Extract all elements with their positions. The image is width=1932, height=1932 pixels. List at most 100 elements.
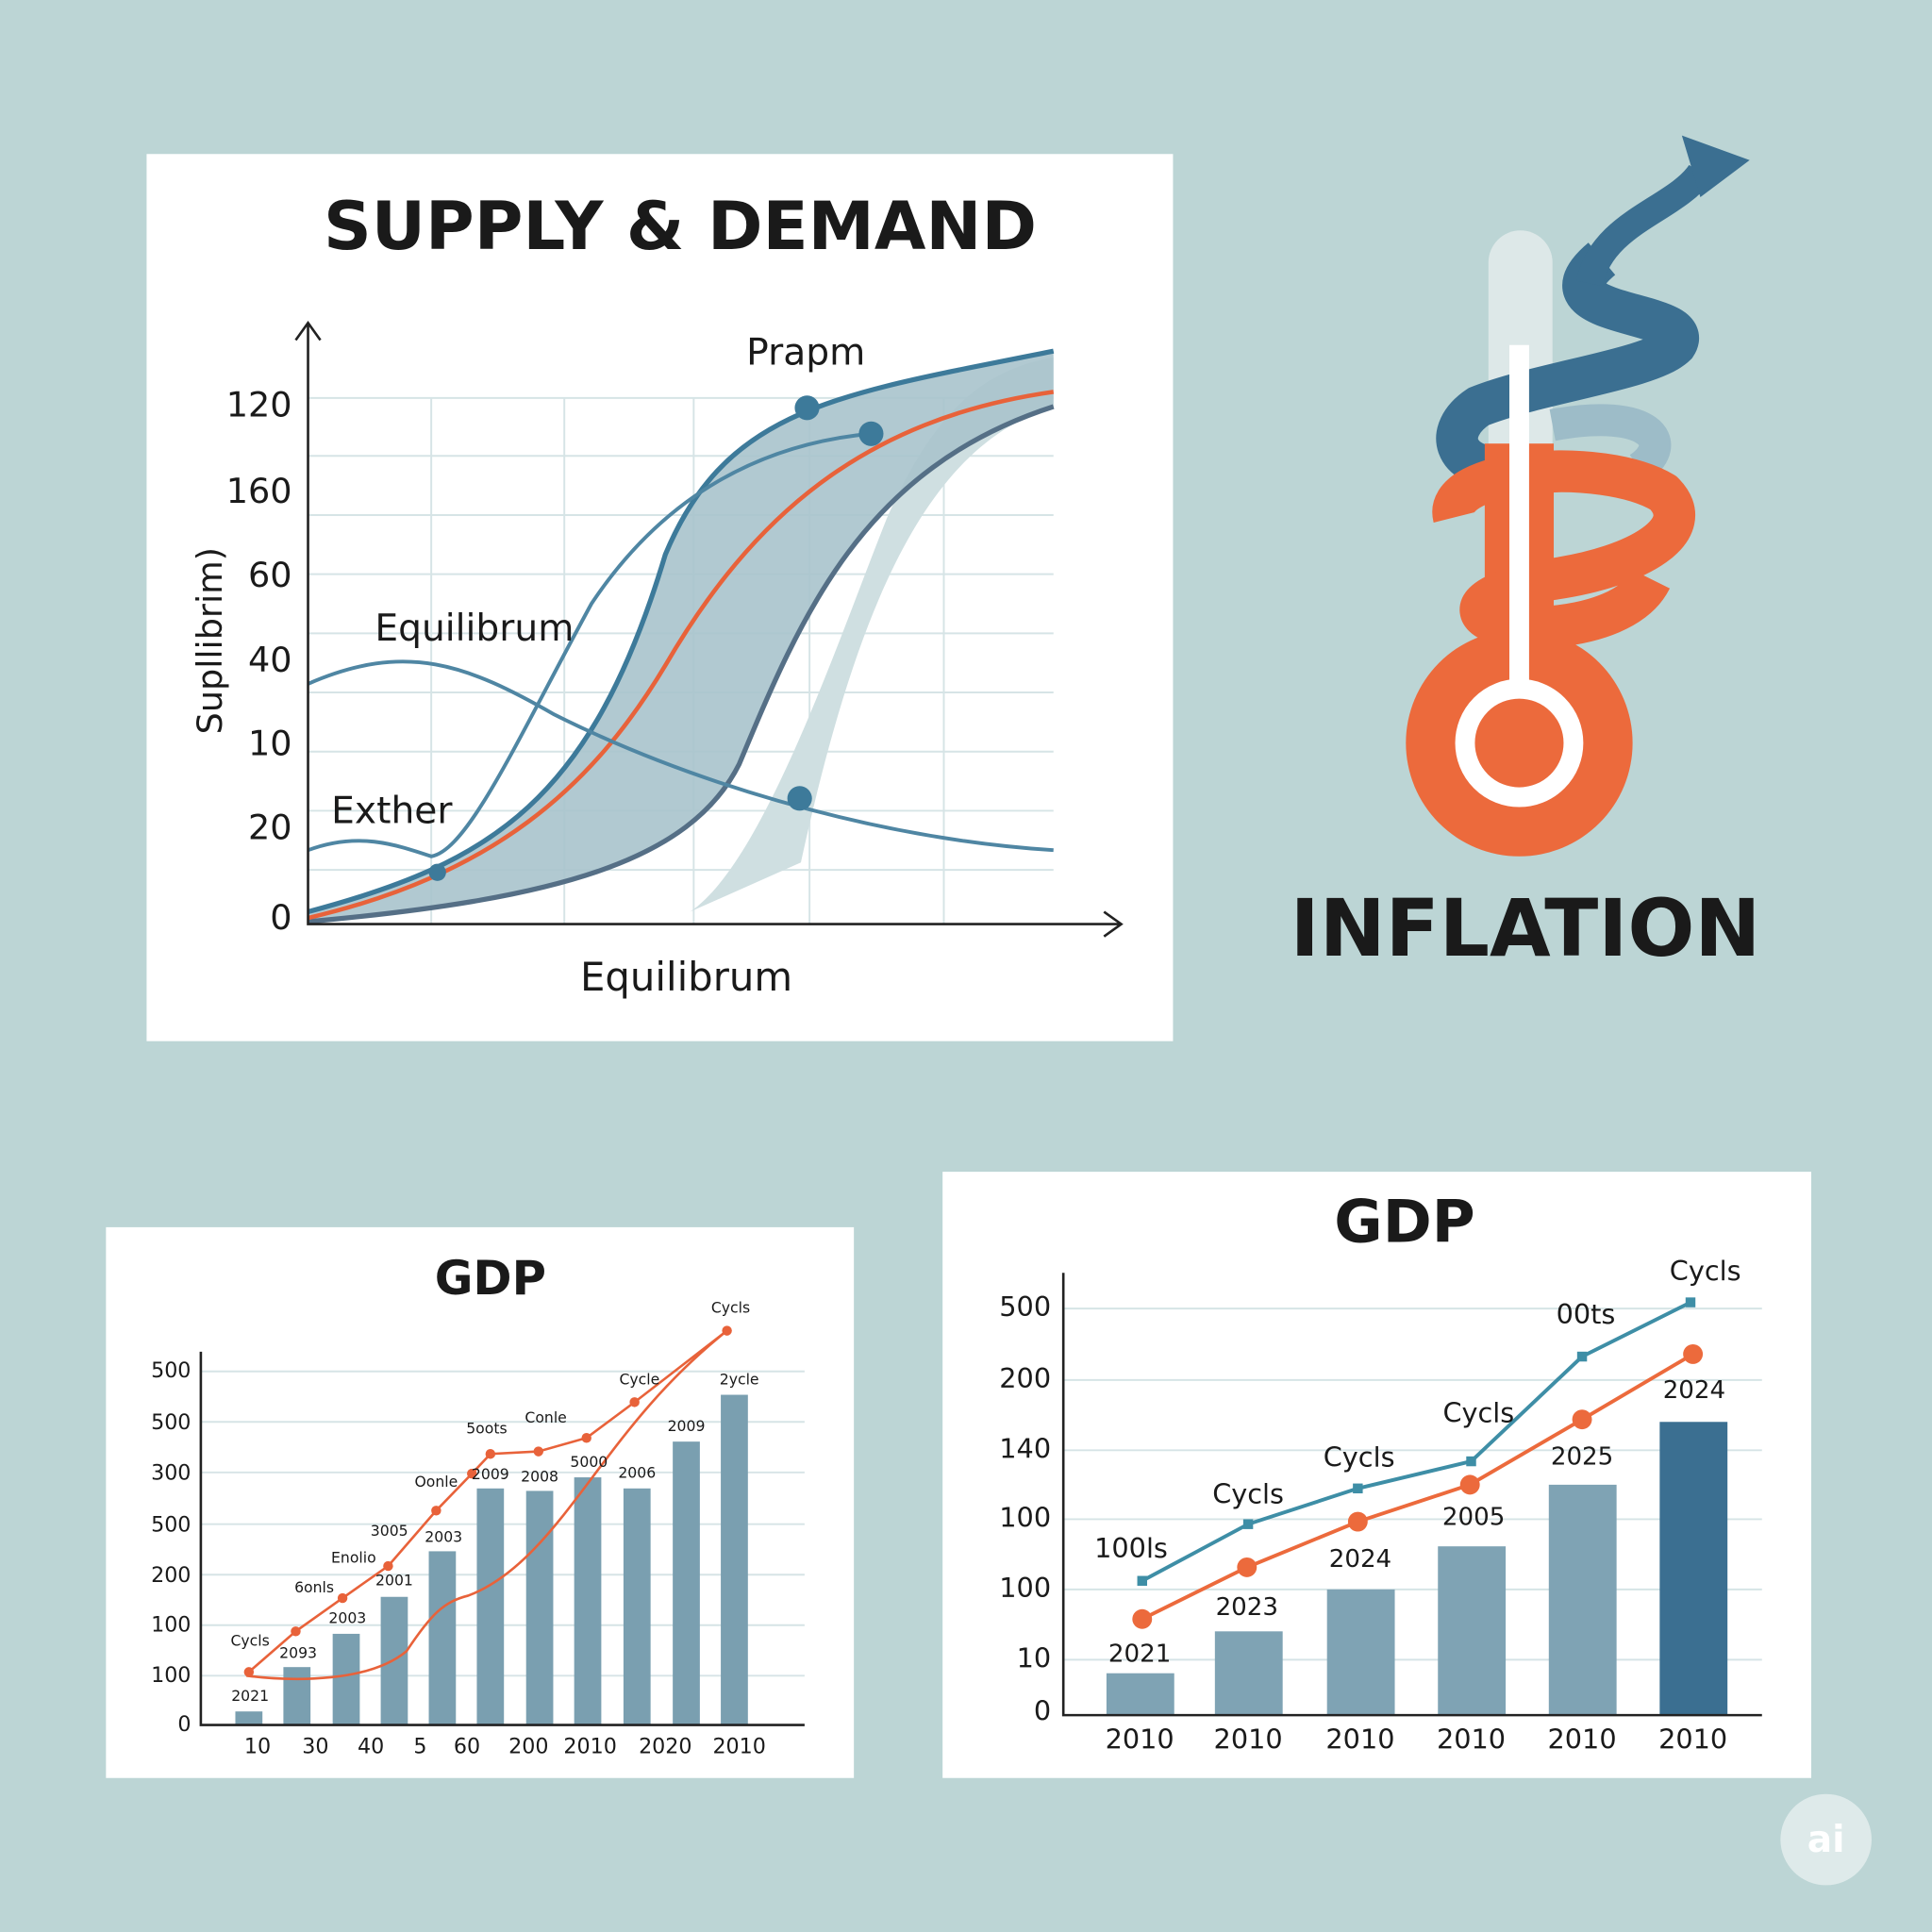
title: INFLATION bbox=[1291, 882, 1761, 974]
dot bbox=[428, 863, 446, 881]
point-label: Conle bbox=[525, 1408, 566, 1426]
bar bbox=[476, 1488, 505, 1725]
bar bbox=[1548, 1484, 1617, 1716]
x-tick-label: 60 bbox=[454, 1735, 480, 1759]
curve bbox=[307, 348, 1055, 915]
bar bbox=[1326, 1589, 1395, 1716]
bar bbox=[673, 1441, 700, 1725]
thermometer-line bbox=[1509, 344, 1529, 688]
dot bbox=[1459, 1474, 1480, 1495]
x-tick-label: 5 bbox=[413, 1735, 426, 1759]
point-label: 2008 bbox=[521, 1468, 558, 1486]
point-label: 2021 bbox=[231, 1687, 269, 1705]
curve bbox=[246, 1329, 728, 1681]
bar bbox=[1438, 1546, 1507, 1716]
point-label: Cycls bbox=[1442, 1396, 1514, 1428]
y-tick-label: 500 bbox=[151, 1358, 191, 1383]
bar-label: 2021 bbox=[1108, 1641, 1171, 1669]
marker bbox=[1685, 1297, 1696, 1307]
y-tick-label: 120 bbox=[226, 385, 292, 425]
bar bbox=[1659, 1422, 1728, 1716]
x-tick-label: 2010 bbox=[563, 1735, 616, 1759]
bar bbox=[1106, 1673, 1174, 1716]
bar bbox=[428, 1551, 457, 1725]
bar-label: 2025 bbox=[1551, 1443, 1613, 1472]
y-label: Supllibrim) bbox=[190, 547, 230, 734]
bar-label: 2005 bbox=[1442, 1504, 1505, 1532]
dot bbox=[1572, 1409, 1592, 1430]
curve bbox=[308, 404, 1055, 924]
x-tick-label: 2010 bbox=[1437, 1724, 1506, 1756]
y-tick-label: 20 bbox=[248, 808, 292, 848]
ribbon bbox=[1432, 450, 1695, 650]
y-tick-label: 300 bbox=[151, 1461, 191, 1486]
y-tick-label: 60 bbox=[248, 555, 292, 595]
point-label: Cycls bbox=[1324, 1441, 1395, 1473]
axes bbox=[199, 1351, 805, 1726]
point-label: Cycls bbox=[1670, 1255, 1741, 1287]
point-label: 2003 bbox=[328, 1609, 366, 1627]
axes bbox=[1061, 1273, 1762, 1717]
y-tick-label: 100 bbox=[151, 1663, 191, 1688]
point-label: Cycle bbox=[619, 1370, 659, 1388]
annotation: Equilibrum bbox=[375, 608, 574, 650]
bulb-ring bbox=[1455, 678, 1584, 808]
y-tick-label: 10 bbox=[1017, 1641, 1052, 1674]
title: GDP bbox=[1334, 1188, 1474, 1257]
dot bbox=[337, 1592, 348, 1604]
marker bbox=[1137, 1575, 1147, 1586]
curve bbox=[307, 659, 1054, 853]
x-tick-label: 2010 bbox=[1106, 1724, 1174, 1756]
x-tick-label: 2010 bbox=[712, 1735, 765, 1759]
ribbon bbox=[1575, 164, 1712, 288]
dot bbox=[581, 1433, 591, 1443]
point-label: 2093 bbox=[279, 1643, 317, 1661]
y-tick-label: 0 bbox=[1034, 1695, 1051, 1727]
arrow-head bbox=[1681, 135, 1750, 197]
y-tick-label: 100 bbox=[999, 1572, 1051, 1604]
y-tick-label: 160 bbox=[226, 471, 292, 511]
x-tick-label: 10 bbox=[244, 1735, 271, 1759]
annotation: Exther bbox=[331, 791, 453, 833]
x-tick-label: 2010 bbox=[1325, 1724, 1394, 1756]
dot bbox=[533, 1446, 543, 1457]
dot bbox=[1237, 1557, 1257, 1577]
line bbox=[1141, 1352, 1694, 1622]
dot bbox=[787, 786, 812, 811]
marker bbox=[1466, 1456, 1476, 1467]
ribbon bbox=[1436, 242, 1699, 490]
dot bbox=[431, 1506, 441, 1516]
y-tick-label: 0 bbox=[270, 897, 291, 938]
bar bbox=[525, 1491, 554, 1725]
y-tick-label: 200 bbox=[999, 1362, 1051, 1394]
point-label: 2ycle bbox=[720, 1370, 759, 1388]
point-label: 00ts bbox=[1557, 1298, 1616, 1330]
bar bbox=[574, 1477, 602, 1725]
marker bbox=[1242, 1519, 1254, 1529]
marker bbox=[1576, 1351, 1588, 1362]
y-tick-label: 100 bbox=[999, 1501, 1051, 1533]
x-tick-label: 2020 bbox=[639, 1735, 691, 1759]
x-tick-label: 2010 bbox=[1658, 1724, 1727, 1756]
x-tick-label: 30 bbox=[302, 1735, 328, 1759]
dot bbox=[794, 395, 820, 421]
y-tick-label: 100 bbox=[151, 1612, 191, 1637]
x-tick-label: 2010 bbox=[1214, 1724, 1283, 1756]
ribbon bbox=[1549, 404, 1672, 482]
bar bbox=[623, 1488, 651, 1725]
bar bbox=[235, 1711, 263, 1725]
curve bbox=[308, 390, 1055, 921]
y-tick-label: 500 bbox=[151, 1512, 191, 1537]
point-label: Oonle bbox=[414, 1473, 458, 1491]
dot bbox=[291, 1626, 301, 1637]
y-tick-label: 0 bbox=[177, 1712, 191, 1737]
bar bbox=[283, 1667, 311, 1725]
point-label: Cycls bbox=[1212, 1478, 1284, 1510]
point-label: 2006 bbox=[618, 1464, 656, 1482]
bar-label: 2024 bbox=[1329, 1545, 1391, 1574]
chart: 500 500 300 500 200 100 100 0 10 30 40 5 60 200 2010 20… bbox=[151, 1299, 805, 1759]
dot bbox=[629, 1397, 640, 1407]
dot bbox=[485, 1449, 496, 1459]
